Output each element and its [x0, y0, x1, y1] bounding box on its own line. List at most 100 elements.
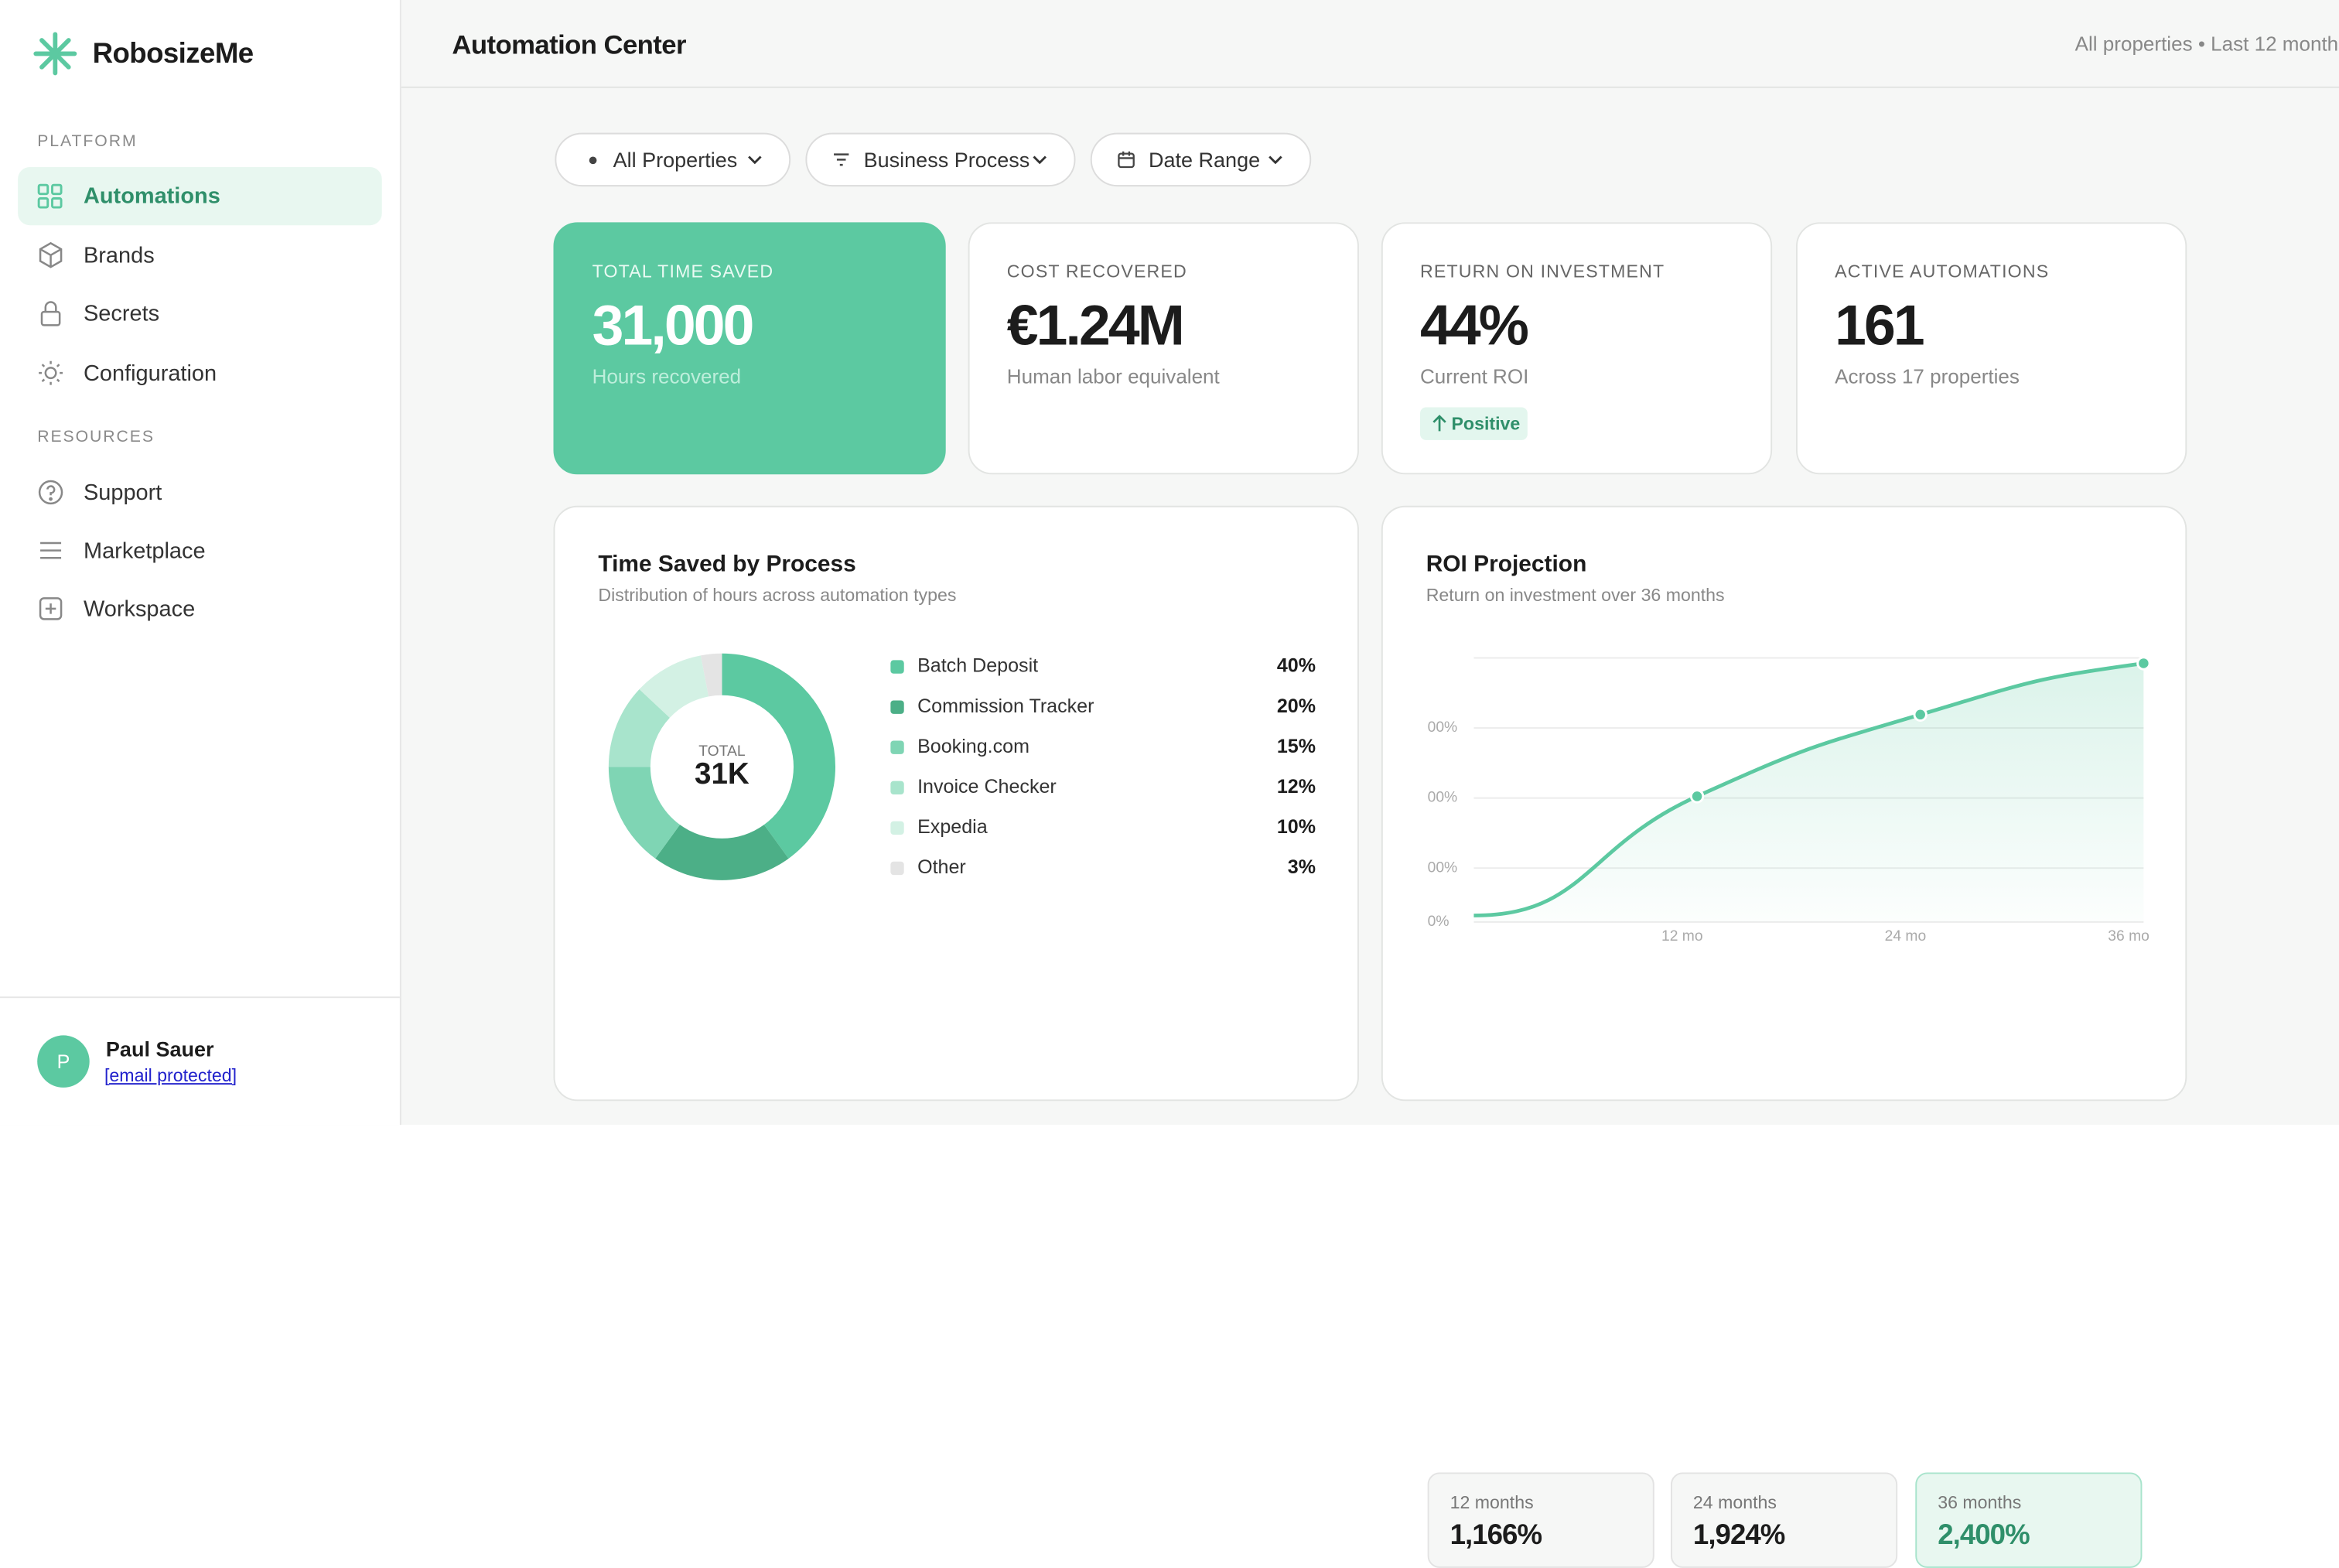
summary-label: 12 months: [1449, 1491, 1534, 1513]
user-email[interactable]: [email protected]: [104, 1064, 237, 1086]
point: [1913, 707, 1928, 722]
legend-swatch: [890, 740, 904, 754]
brand: RobosizeMe: [92, 39, 254, 70]
legend-label: Booking.com: [917, 736, 1030, 757]
icon: [40, 541, 62, 559]
kpi-card: TOTAL TIME SAVED 31,000 Hours recovered: [553, 222, 946, 475]
calendar-icon: [1118, 151, 1135, 169]
avatar: P: [37, 1035, 90, 1088]
legend-swatch: [890, 781, 904, 794]
user-name: Paul Sauer: [105, 1037, 214, 1061]
sidebar: RobosizeMe PLATFORM Automations Brands S…: [0, 0, 401, 1126]
icon: [39, 597, 63, 620]
value-label: 15%: [1277, 736, 1316, 757]
summary-box: 36 months 2,400%: [1915, 1472, 2143, 1568]
x-tick-label: 24 mo: [1885, 928, 1927, 945]
value-label: 3%: [1288, 856, 1316, 878]
nav-item[interactable]: Brands: [83, 243, 155, 269]
filter-icon: [834, 153, 849, 166]
filter[interactable]: All Properties: [555, 132, 791, 187]
value-label: 12%: [1277, 776, 1316, 798]
nav-item[interactable]: Support: [83, 480, 162, 506]
x-tick-label: 36 mo: [2108, 928, 2149, 945]
card-title: ROI Projection: [1426, 552, 1587, 578]
arrow-up: [1432, 415, 1446, 432]
icon: [39, 360, 63, 385]
active-item-bg: [18, 166, 382, 226]
summary-box: 24 months 1,924%: [1670, 1472, 1898, 1568]
pie-segment: [608, 767, 681, 859]
filter[interactable]: Date Range: [1090, 132, 1312, 187]
page-title: Automation Center: [452, 29, 686, 60]
center-label: TOTAL: [698, 743, 746, 760]
legend-label: Expedia: [917, 816, 988, 838]
pie-segment: [639, 655, 709, 718]
filter-label: Date Range: [1148, 147, 1261, 172]
filter-label: Business Process: [863, 147, 1030, 172]
line: [1473, 661, 2144, 917]
kpi-value: 161: [1835, 295, 1924, 358]
y-tick-label: 00%: [1428, 859, 1458, 876]
pie-segment: [700, 653, 722, 697]
legend-swatch: [890, 700, 904, 714]
logo-icon: [33, 32, 77, 76]
filter-label: All Properties: [613, 147, 738, 172]
area: [1473, 663, 2144, 922]
kpi-card: ACTIVE AUTOMATIONS 161 Across 17 propert…: [1795, 222, 2187, 475]
kpi-sub: Across 17 properties: [1835, 365, 2020, 388]
x-tick-label: 12 mo: [1661, 928, 1703, 945]
chevron: [1033, 155, 1047, 165]
nav-item[interactable]: Secrets: [83, 301, 160, 327]
pie-segment: [655, 825, 789, 880]
legend-swatch: [890, 861, 904, 876]
kpi-sub: Hours recovered: [592, 365, 742, 388]
icon: [40, 301, 61, 326]
y-tick-label: 00%: [1428, 790, 1458, 806]
roi-card: ROI Projection Return on investment over…: [1381, 505, 2187, 1568]
nav-item[interactable]: Workspace: [83, 596, 196, 623]
dot-icon: [589, 156, 597, 165]
kpi-card: COST RECOVERED €1.24M Human labor equiva…: [968, 222, 1359, 475]
icon: [38, 480, 63, 505]
badge-text: Positive: [1451, 413, 1521, 435]
filter[interactable]: Business Process: [805, 132, 1076, 187]
pie-chart: TOTAL 31K Batch Deposit 40% Commission Tra…: [608, 653, 1316, 880]
header: [401, 0, 2339, 88]
summary-value: 1,924%: [1692, 1520, 1785, 1552]
y-tick-label: 00%: [1428, 719, 1458, 736]
legend-label: Other: [917, 856, 966, 878]
kpi-value: €1.24M: [1006, 295, 1185, 358]
kpi-value: 44%: [1419, 295, 1529, 358]
center-value: 31K: [695, 757, 750, 791]
kpi-card: RETURN ON INVESTMENT 44% Current ROI Pos…: [1381, 222, 1773, 475]
card-subtitle: Distribution of hours across automation …: [598, 584, 957, 606]
kpi-label: TOTAL TIME SAVED: [592, 261, 774, 282]
legend-swatch: [890, 660, 904, 674]
line-chart: 0% 00% 00% 00% 12 mo 24 mo 36 mo: [1428, 656, 2151, 945]
point: [2136, 656, 2151, 671]
summary-value: 2,400%: [1938, 1520, 2030, 1552]
nav-item[interactable]: Automations: [83, 183, 220, 209]
kpi-label: RETURN ON INVESTMENT: [1419, 261, 1665, 282]
y-tick-label: 0%: [1428, 914, 1449, 930]
kpi-label: COST RECOVERED: [1006, 261, 1187, 282]
divider: [0, 996, 400, 999]
process-card: Time Saved by Process Distribution of ho…: [553, 505, 1359, 1102]
value-label: 10%: [1277, 816, 1316, 838]
header-context: All properties • Last 12 months: [2074, 32, 2339, 56]
section-title: RESOURCES: [37, 428, 155, 446]
summary-label: 24 months: [1692, 1491, 1777, 1513]
nav-item[interactable]: Marketplace: [83, 538, 206, 564]
kpi-sub: Human labor equivalent: [1006, 365, 1220, 388]
point: [1689, 789, 1705, 804]
icon: [39, 241, 63, 268]
legend-label: Commission Tracker: [917, 695, 1094, 717]
pie-segment: [722, 653, 836, 859]
icon: [37, 183, 63, 209]
value-label: 40%: [1277, 655, 1316, 677]
nav-item[interactable]: Configuration: [83, 360, 217, 387]
summary-label: 36 months: [1938, 1491, 2022, 1513]
summary-value: 1,166%: [1449, 1520, 1542, 1552]
kpi-value: 31,000: [592, 295, 755, 358]
